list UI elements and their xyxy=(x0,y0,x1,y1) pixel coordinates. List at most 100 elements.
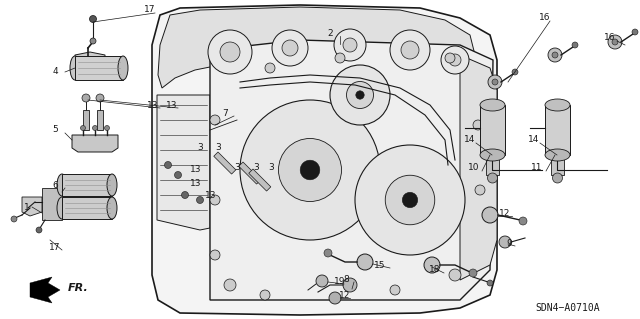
Circle shape xyxy=(488,173,497,183)
Bar xyxy=(62,174,112,196)
Bar xyxy=(83,110,89,130)
Text: 3: 3 xyxy=(197,144,203,152)
Circle shape xyxy=(475,185,485,195)
Circle shape xyxy=(346,81,374,108)
Circle shape xyxy=(329,292,341,304)
Text: 12: 12 xyxy=(499,209,511,218)
Circle shape xyxy=(335,53,345,63)
Polygon shape xyxy=(460,55,497,280)
Text: 14: 14 xyxy=(528,136,540,145)
Circle shape xyxy=(343,278,357,292)
Circle shape xyxy=(324,249,332,257)
Bar xyxy=(551,155,564,175)
Circle shape xyxy=(385,175,435,225)
Text: 17: 17 xyxy=(144,5,156,14)
Circle shape xyxy=(265,63,275,73)
Text: 14: 14 xyxy=(464,136,476,145)
Circle shape xyxy=(282,40,298,56)
Circle shape xyxy=(390,30,430,70)
Circle shape xyxy=(93,125,97,130)
Circle shape xyxy=(445,53,455,63)
Text: 16: 16 xyxy=(540,13,551,23)
Circle shape xyxy=(552,173,563,183)
Bar xyxy=(239,162,261,184)
Circle shape xyxy=(208,30,252,74)
Bar xyxy=(486,155,499,175)
Circle shape xyxy=(487,280,493,286)
Circle shape xyxy=(488,75,502,89)
Text: 8: 8 xyxy=(343,275,349,284)
Circle shape xyxy=(82,94,90,102)
Text: 4: 4 xyxy=(52,68,58,77)
Text: 13: 13 xyxy=(147,100,159,109)
Ellipse shape xyxy=(57,197,67,219)
Circle shape xyxy=(492,79,498,85)
Ellipse shape xyxy=(480,149,505,161)
Circle shape xyxy=(104,125,109,130)
Polygon shape xyxy=(75,52,105,62)
Ellipse shape xyxy=(70,56,80,80)
Text: SDN4−A0710A: SDN4−A0710A xyxy=(535,303,600,313)
Text: 3: 3 xyxy=(253,164,259,173)
Ellipse shape xyxy=(545,149,570,161)
Text: 1: 1 xyxy=(24,203,30,211)
Text: 13: 13 xyxy=(205,190,217,199)
Circle shape xyxy=(608,35,622,49)
Circle shape xyxy=(96,94,104,102)
Circle shape xyxy=(499,236,511,248)
Circle shape xyxy=(512,69,518,75)
Text: 16: 16 xyxy=(604,33,616,42)
Ellipse shape xyxy=(107,197,117,219)
Circle shape xyxy=(334,29,366,61)
Circle shape xyxy=(355,145,465,255)
Circle shape xyxy=(330,65,390,125)
Circle shape xyxy=(343,38,357,52)
Ellipse shape xyxy=(57,174,67,196)
Text: 3: 3 xyxy=(234,164,240,173)
Circle shape xyxy=(357,254,373,270)
Polygon shape xyxy=(152,5,497,315)
Polygon shape xyxy=(210,40,493,300)
Bar xyxy=(480,105,505,155)
Circle shape xyxy=(220,42,240,62)
Circle shape xyxy=(401,41,419,59)
Bar xyxy=(75,56,123,80)
Circle shape xyxy=(612,39,618,45)
Bar xyxy=(214,152,236,174)
Circle shape xyxy=(473,120,483,130)
Circle shape xyxy=(403,192,418,208)
Text: 17: 17 xyxy=(49,243,61,253)
Circle shape xyxy=(278,138,342,202)
Bar xyxy=(97,110,103,130)
Circle shape xyxy=(449,54,461,66)
Circle shape xyxy=(210,195,220,205)
Text: 19: 19 xyxy=(334,278,346,286)
Polygon shape xyxy=(72,135,118,152)
Ellipse shape xyxy=(118,56,128,80)
Text: 3: 3 xyxy=(268,164,274,173)
Circle shape xyxy=(548,48,562,62)
Bar xyxy=(249,169,271,191)
Bar xyxy=(62,197,112,219)
Circle shape xyxy=(81,125,86,130)
Bar xyxy=(545,105,570,155)
Circle shape xyxy=(300,160,320,180)
Circle shape xyxy=(196,197,204,204)
Circle shape xyxy=(210,250,220,260)
Circle shape xyxy=(224,279,236,291)
Circle shape xyxy=(260,290,270,300)
Text: 13: 13 xyxy=(166,100,178,109)
Circle shape xyxy=(272,30,308,66)
Bar xyxy=(42,188,62,220)
Circle shape xyxy=(424,257,440,273)
Circle shape xyxy=(210,115,220,125)
Text: 3: 3 xyxy=(215,144,221,152)
Circle shape xyxy=(552,52,558,58)
Text: 5: 5 xyxy=(52,125,58,135)
Ellipse shape xyxy=(107,174,117,196)
Ellipse shape xyxy=(545,99,570,111)
Text: 10: 10 xyxy=(468,164,480,173)
Circle shape xyxy=(572,42,578,48)
Text: 6: 6 xyxy=(52,181,58,189)
Text: 13: 13 xyxy=(190,166,202,174)
